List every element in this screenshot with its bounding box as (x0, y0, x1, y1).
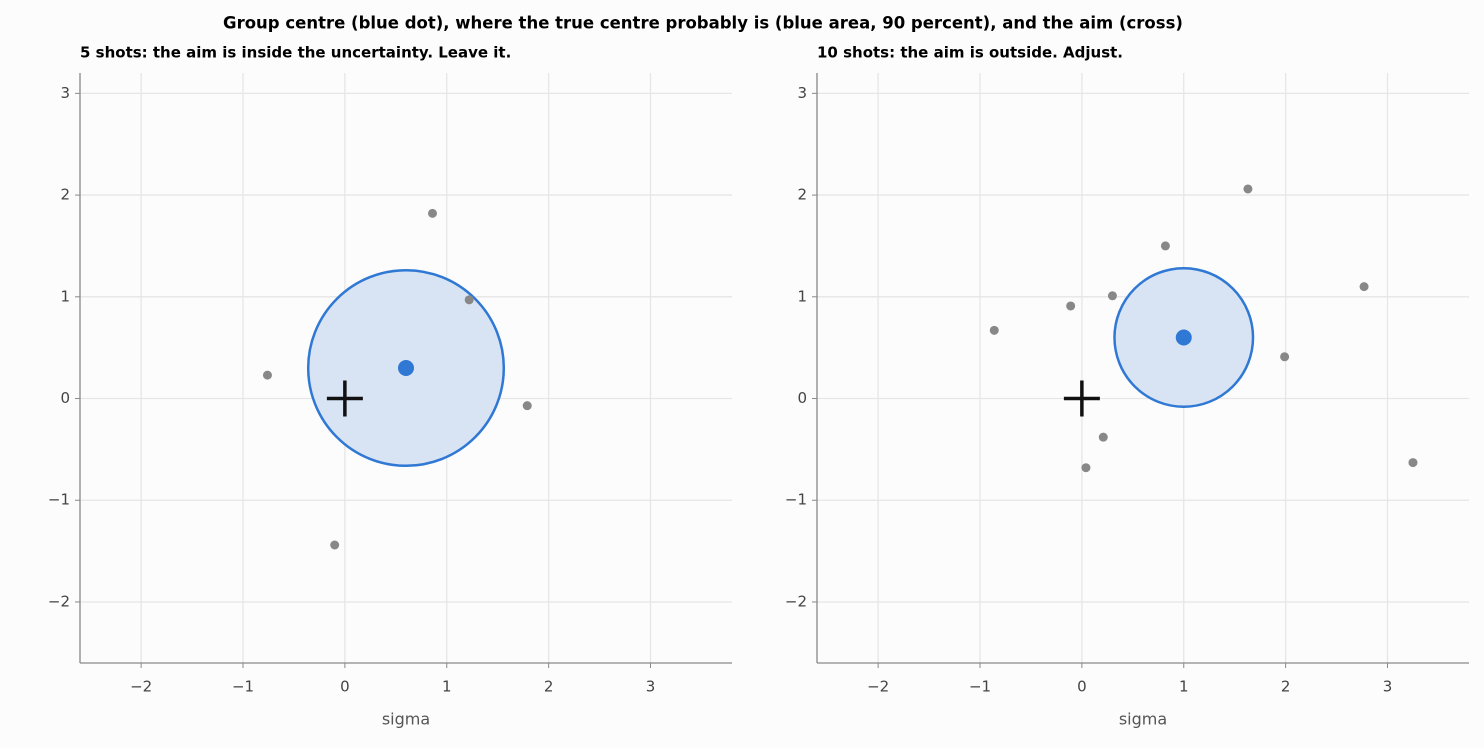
shot (1107, 291, 1117, 301)
shot (1408, 458, 1418, 468)
y-tick-label: 3 (797, 84, 807, 102)
shot (330, 540, 340, 550)
y-tick-label: 0 (797, 389, 807, 407)
shot (464, 295, 474, 305)
shot (989, 325, 999, 335)
y-tick-label: 2 (60, 186, 70, 204)
shot (1359, 282, 1369, 292)
shot (427, 208, 437, 218)
x-tick-label: 0 (340, 678, 350, 696)
x-tick-label: −2 (867, 678, 889, 696)
y-tick-label: −2 (48, 592, 70, 610)
x-axis-label: sigma (1119, 710, 1167, 729)
shot (262, 370, 272, 380)
x-tick-label: 3 (646, 678, 656, 696)
figure-title: Group centre (blue dot), where the true … (223, 14, 1183, 33)
group-centre (1175, 329, 1192, 346)
y-tick-label: 1 (797, 287, 807, 305)
x-tick-label: 2 (544, 678, 554, 696)
x-axis-label: sigma (382, 710, 430, 729)
subplot-title: 10 shots: the aim is outside. Adjust. (817, 44, 1123, 62)
shot (522, 401, 532, 411)
subplot-title: 5 shots: the aim is inside the uncertain… (80, 44, 511, 62)
aim-cross (1063, 380, 1100, 417)
x-tick-label: −2 (130, 678, 152, 696)
x-tick-label: 1 (1179, 678, 1189, 696)
aim-cross (326, 380, 363, 417)
shot (1081, 463, 1091, 473)
shot (1243, 184, 1253, 194)
x-tick-label: 2 (1281, 678, 1291, 696)
y-tick-label: −1 (785, 491, 807, 509)
y-tick-label: 2 (797, 186, 807, 204)
y-tick-label: 1 (60, 287, 70, 305)
y-tick-label: 0 (60, 389, 70, 407)
y-tick-label: 3 (60, 84, 70, 102)
x-tick-label: 1 (442, 678, 452, 696)
shot (1160, 241, 1170, 251)
x-tick-label: −1 (969, 678, 991, 696)
shot (1280, 352, 1290, 362)
y-tick-label: −1 (48, 491, 70, 509)
x-tick-label: 0 (1077, 678, 1087, 696)
x-tick-label: 3 (1383, 678, 1393, 696)
group-centre (398, 360, 414, 376)
x-tick-label: −1 (232, 678, 254, 696)
y-tick-label: −2 (785, 592, 807, 610)
shot (1066, 301, 1076, 311)
shot (1098, 432, 1108, 442)
